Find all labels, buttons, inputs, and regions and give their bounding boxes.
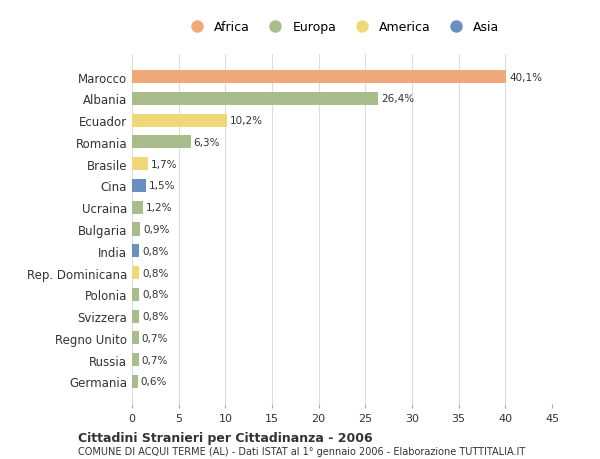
Text: 0,8%: 0,8% — [142, 311, 169, 321]
Bar — [132, 136, 191, 149]
Text: 1,2%: 1,2% — [146, 203, 173, 213]
Text: 6,3%: 6,3% — [194, 138, 220, 148]
Bar — [132, 245, 139, 258]
Text: 0,7%: 0,7% — [142, 333, 168, 343]
Text: 1,5%: 1,5% — [149, 181, 175, 191]
Bar — [132, 331, 139, 345]
Bar — [132, 201, 143, 214]
Bar — [132, 158, 148, 171]
Text: 0,9%: 0,9% — [143, 224, 170, 235]
Legend: Africa, Europa, America, Asia: Africa, Europa, America, Asia — [179, 16, 505, 39]
Text: 26,4%: 26,4% — [381, 94, 415, 104]
Text: 0,8%: 0,8% — [142, 246, 169, 256]
Text: 40,1%: 40,1% — [509, 73, 542, 83]
Bar — [132, 288, 139, 301]
Text: 0,8%: 0,8% — [142, 268, 169, 278]
Text: 0,6%: 0,6% — [140, 376, 167, 386]
Bar — [132, 310, 139, 323]
Bar — [132, 93, 379, 106]
Text: 0,7%: 0,7% — [142, 355, 168, 365]
Bar — [132, 266, 139, 280]
Bar — [132, 223, 140, 236]
Bar — [132, 179, 146, 193]
Bar — [132, 353, 139, 366]
Text: COMUNE DI ACQUI TERME (AL) - Dati ISTAT al 1° gennaio 2006 - Elaborazione TUTTIT: COMUNE DI ACQUI TERME (AL) - Dati ISTAT … — [78, 447, 525, 456]
Text: 0,8%: 0,8% — [142, 290, 169, 300]
Bar — [132, 114, 227, 128]
Text: Cittadini Stranieri per Cittadinanza - 2006: Cittadini Stranieri per Cittadinanza - 2… — [78, 431, 373, 444]
Text: 1,7%: 1,7% — [151, 159, 177, 169]
Bar — [132, 375, 137, 388]
Bar — [132, 71, 506, 84]
Text: 10,2%: 10,2% — [230, 116, 263, 126]
